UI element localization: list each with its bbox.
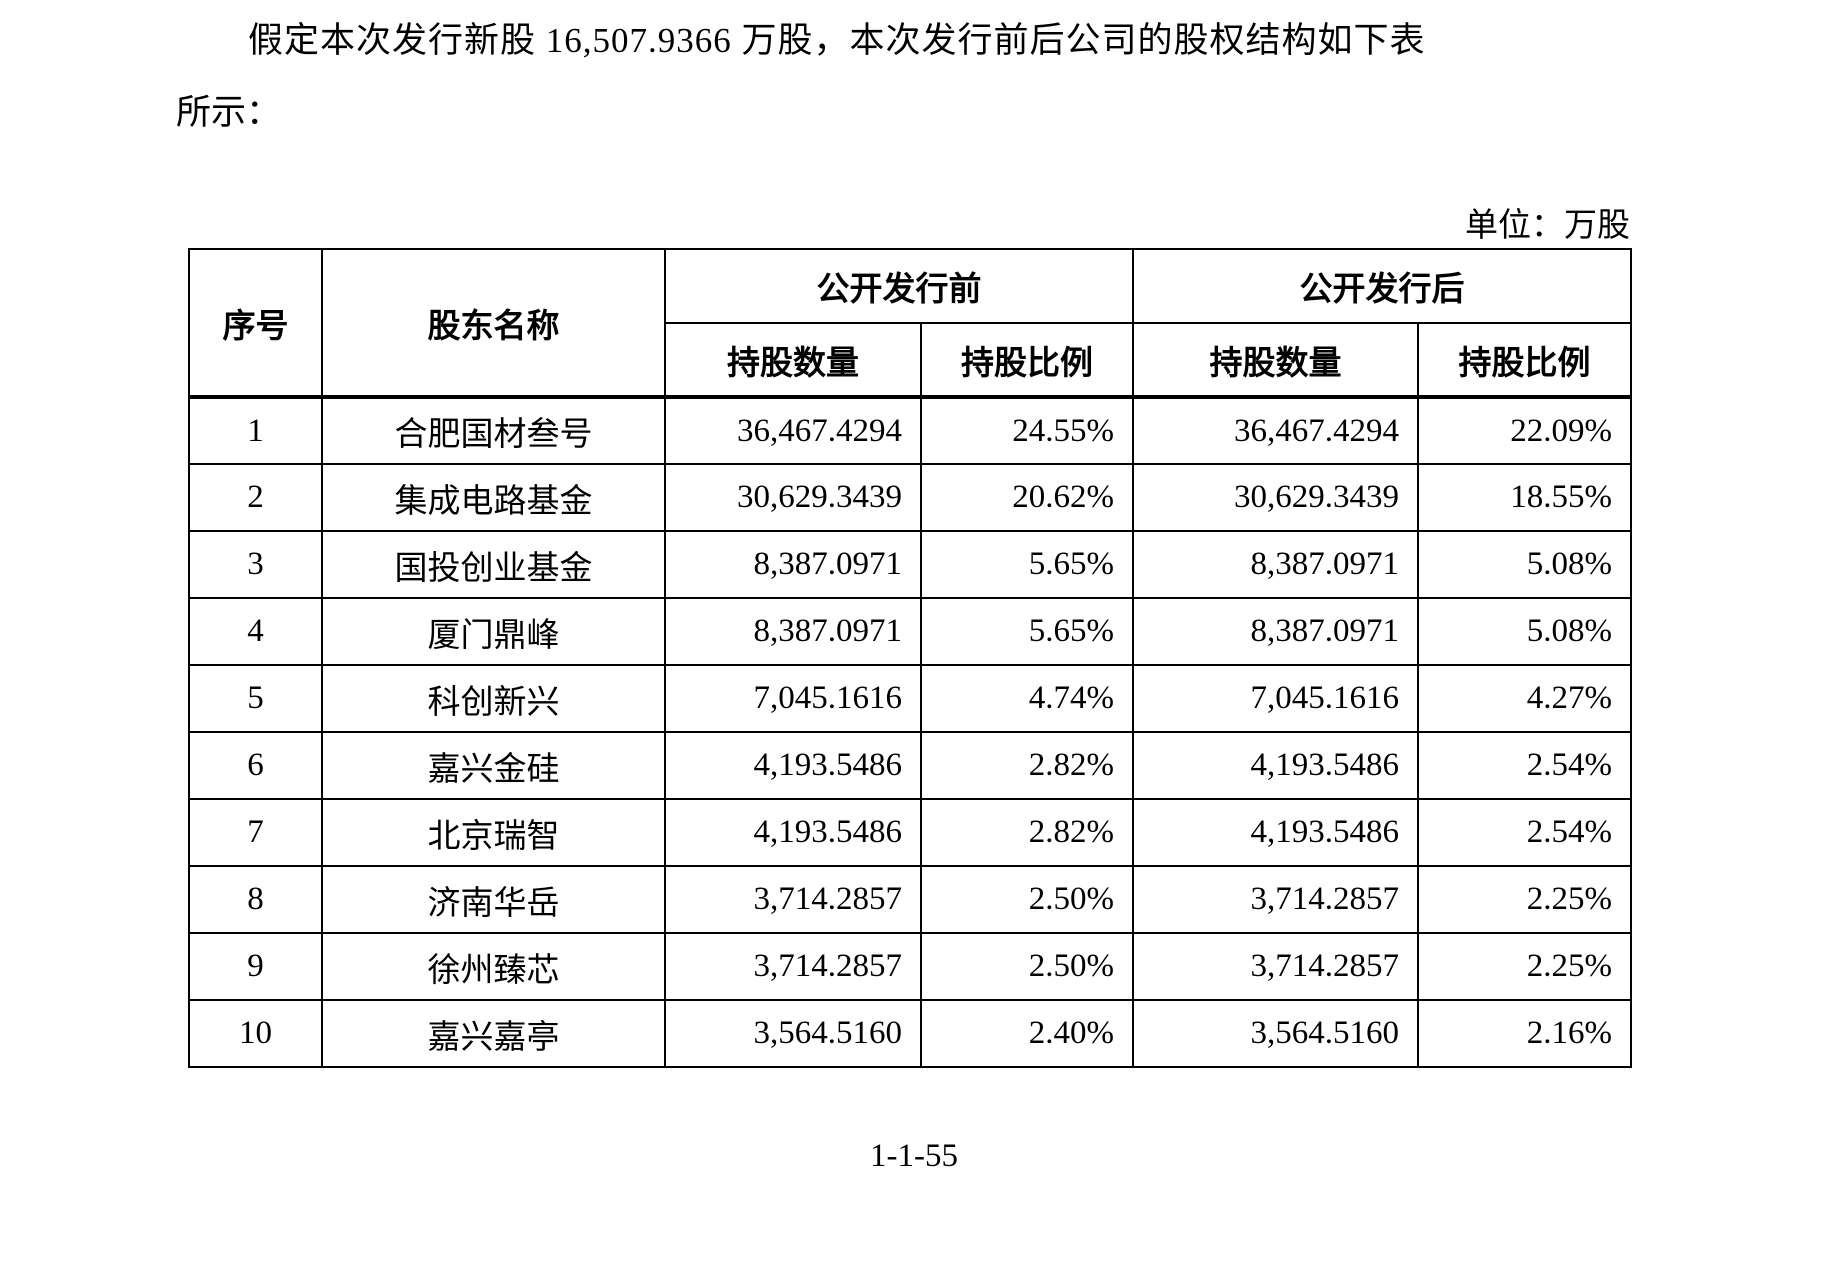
cell-pct-after: 2.54% bbox=[1417, 731, 1632, 800]
cell-shareholder-name: 嘉兴金硅 bbox=[321, 731, 666, 800]
cell-pct-after: 2.25% bbox=[1417, 932, 1632, 1001]
intro-paragraph-line2: 所示： bbox=[176, 93, 282, 132]
cell-qty-before: 30,629.3439 bbox=[664, 463, 922, 532]
cell-shareholder-name: 厦门鼎峰 bbox=[321, 597, 666, 666]
cell-shareholder-name: 国投创业基金 bbox=[321, 530, 666, 599]
table-row: 2 集成电路基金 30,629.3439 20.62% 30,629.3439 … bbox=[188, 463, 1632, 532]
table-body: 1 合肥国材叁号 36,467.4294 24.55% 36,467.4294 … bbox=[188, 396, 1632, 1068]
cell-pct-after: 5.08% bbox=[1417, 597, 1632, 666]
cell-pct-before: 2.82% bbox=[920, 798, 1134, 867]
cell-qty-after: 8,387.0971 bbox=[1132, 530, 1419, 599]
shareholding-structure-table: 序号 股东名称 公开发行前 公开发行后 持股数量 持股比例 持股数量 持股比例 … bbox=[188, 248, 1632, 1068]
cell-pct-before: 5.65% bbox=[920, 597, 1134, 666]
cell-qty-after: 4,193.5486 bbox=[1132, 731, 1419, 800]
cell-no: 10 bbox=[188, 999, 323, 1068]
cell-no: 4 bbox=[188, 597, 323, 666]
table-row: 8 济南华岳 3,714.2857 2.50% 3,714.2857 2.25% bbox=[188, 865, 1632, 934]
table-row: 10 嘉兴嘉亭 3,564.5160 2.40% 3,564.5160 2.16… bbox=[188, 999, 1632, 1068]
cell-no: 3 bbox=[188, 530, 323, 599]
cell-shareholder-name: 北京瑞智 bbox=[321, 798, 666, 867]
table-row: 7 北京瑞智 4,193.5486 2.82% 4,193.5486 2.54% bbox=[188, 798, 1632, 867]
cell-no: 8 bbox=[188, 865, 323, 934]
cell-pct-after: 18.55% bbox=[1417, 463, 1632, 532]
cell-no: 7 bbox=[188, 798, 323, 867]
cell-qty-before: 4,193.5486 bbox=[664, 731, 922, 800]
header-pct-before: 持股比例 bbox=[920, 322, 1134, 399]
cell-pct-before: 2.50% bbox=[920, 932, 1134, 1001]
table-row: 6 嘉兴金硅 4,193.5486 2.82% 4,193.5486 2.54% bbox=[188, 731, 1632, 800]
header-shareholder: 股东名称 bbox=[321, 248, 666, 399]
header-pct-after: 持股比例 bbox=[1417, 322, 1632, 399]
cell-pct-after: 22.09% bbox=[1417, 396, 1632, 465]
header-group-after: 公开发行后 bbox=[1132, 248, 1632, 324]
cell-pct-after: 5.08% bbox=[1417, 530, 1632, 599]
cell-qty-before: 7,045.1616 bbox=[664, 664, 922, 733]
cell-pct-before: 2.82% bbox=[920, 731, 1134, 800]
header-qty-after: 持股数量 bbox=[1132, 322, 1419, 399]
cell-qty-after: 3,714.2857 bbox=[1132, 932, 1419, 1001]
cell-pct-before: 20.62% bbox=[920, 463, 1134, 532]
cell-pct-before: 5.65% bbox=[920, 530, 1134, 599]
cell-shareholder-name: 嘉兴嘉亭 bbox=[321, 999, 666, 1068]
cell-no: 9 bbox=[188, 932, 323, 1001]
cell-pct-after: 4.27% bbox=[1417, 664, 1632, 733]
cell-pct-before: 24.55% bbox=[920, 396, 1134, 465]
cell-qty-after: 4,193.5486 bbox=[1132, 798, 1419, 867]
cell-qty-before: 36,467.4294 bbox=[664, 396, 922, 465]
cell-qty-before: 8,387.0971 bbox=[664, 597, 922, 666]
cell-qty-after: 3,564.5160 bbox=[1132, 999, 1419, 1068]
cell-pct-after: 2.54% bbox=[1417, 798, 1632, 867]
cell-pct-after: 2.16% bbox=[1417, 999, 1632, 1068]
page-number: 1-1-55 bbox=[870, 1138, 958, 1174]
table-row: 3 国投创业基金 8,387.0971 5.65% 8,387.0971 5.0… bbox=[188, 530, 1632, 599]
header-qty-before: 持股数量 bbox=[664, 322, 922, 399]
cell-shareholder-name: 科创新兴 bbox=[321, 664, 666, 733]
cell-shareholder-name: 徐州臻芯 bbox=[321, 932, 666, 1001]
cell-qty-after: 3,714.2857 bbox=[1132, 865, 1419, 934]
header-group-before: 公开发行前 bbox=[664, 248, 1134, 324]
cell-qty-before: 3,714.2857 bbox=[664, 932, 922, 1001]
cell-no: 2 bbox=[188, 463, 323, 532]
intro-paragraph-line1: 假定本次发行新股 16,507.9366 万股，本次发行前后公司的股权结构如下表 bbox=[248, 21, 1426, 60]
cell-no: 1 bbox=[188, 396, 323, 465]
cell-no: 6 bbox=[188, 731, 323, 800]
cell-pct-before: 4.74% bbox=[920, 664, 1134, 733]
cell-pct-after: 2.25% bbox=[1417, 865, 1632, 934]
cell-no: 5 bbox=[188, 664, 323, 733]
table-row: 1 合肥国材叁号 36,467.4294 24.55% 36,467.4294 … bbox=[188, 396, 1632, 465]
table-row: 4 厦门鼎峰 8,387.0971 5.65% 8,387.0971 5.08% bbox=[188, 597, 1632, 666]
cell-qty-after: 36,467.4294 bbox=[1132, 396, 1419, 465]
cell-qty-after: 7,045.1616 bbox=[1132, 664, 1419, 733]
cell-shareholder-name: 合肥国材叁号 bbox=[321, 396, 666, 465]
cell-qty-after: 30,629.3439 bbox=[1132, 463, 1419, 532]
cell-qty-before: 3,714.2857 bbox=[664, 865, 922, 934]
cell-shareholder-name: 济南华岳 bbox=[321, 865, 666, 934]
cell-pct-before: 2.40% bbox=[920, 999, 1134, 1068]
cell-qty-before: 3,564.5160 bbox=[664, 999, 922, 1068]
header-no: 序号 bbox=[188, 248, 323, 399]
cell-qty-before: 4,193.5486 bbox=[664, 798, 922, 867]
cell-qty-after: 8,387.0971 bbox=[1132, 597, 1419, 666]
table-row: 5 科创新兴 7,045.1616 4.74% 7,045.1616 4.27% bbox=[188, 664, 1632, 733]
cell-qty-before: 8,387.0971 bbox=[664, 530, 922, 599]
unit-label: 单位：万股 bbox=[1465, 208, 1630, 244]
cell-shareholder-name: 集成电路基金 bbox=[321, 463, 666, 532]
table-row: 9 徐州臻芯 3,714.2857 2.50% 3,714.2857 2.25% bbox=[188, 932, 1632, 1001]
cell-pct-before: 2.50% bbox=[920, 865, 1134, 934]
